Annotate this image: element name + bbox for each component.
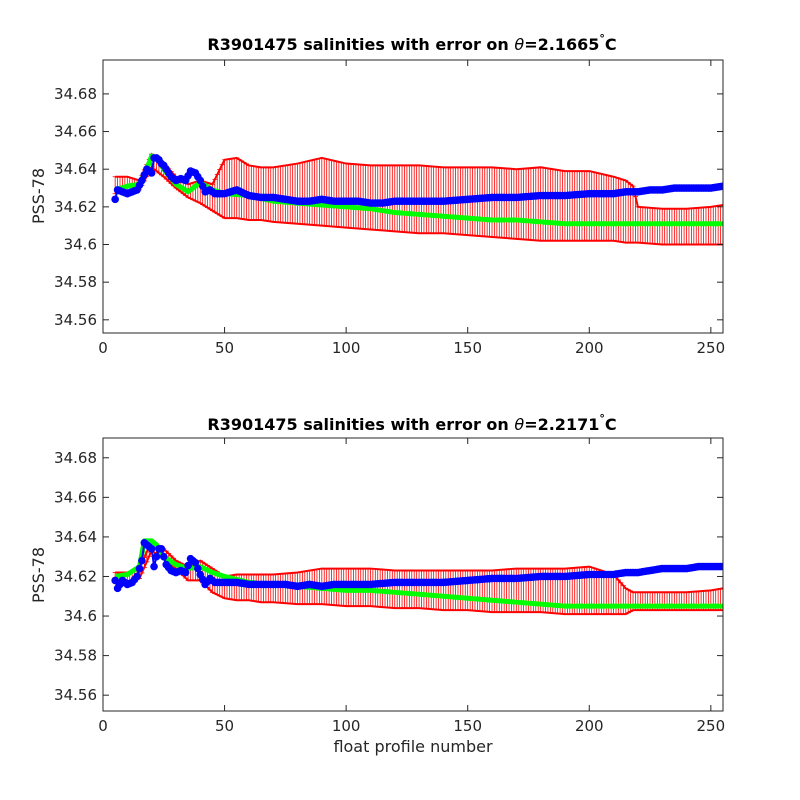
bottom-axes-box — [102, 437, 724, 712]
float-salinity-point — [152, 552, 161, 561]
x-tick-label: 100 — [332, 717, 361, 735]
x-tick-label: 250 — [697, 339, 726, 357]
top-chart-panel: R3901475 salinities with error on θ=2.16… — [29, 32, 725, 357]
bottom-x-axis-label: float profile number — [333, 737, 493, 756]
float-salinity-point — [111, 195, 119, 204]
float-salinity-point — [138, 556, 146, 565]
float-salinity-point — [135, 564, 144, 573]
bottom-y-axis: 34.56 34.58 34.6 34.62 34.64 34.66 34.68 — [54, 449, 723, 704]
plot-content — [111, 538, 723, 616]
y-tick-label: 34.68 — [54, 449, 97, 467]
error-lower-line — [115, 549, 723, 616]
top-axes-box — [102, 59, 724, 334]
bottom-y-axis-label: PSS-78 — [29, 547, 48, 603]
float-salinity-point — [181, 568, 190, 577]
bottom-x-axis: 0 50 100 150 200 250 — [98, 438, 725, 735]
float-salinity-point — [719, 182, 723, 190]
y-tick-label: 34.58 — [54, 273, 97, 291]
x-tick-label: 50 — [215, 339, 234, 357]
y-tick-label: 34.6 — [64, 236, 97, 254]
x-tick-label: 150 — [453, 717, 482, 735]
y-tick-label: 34.68 — [54, 85, 97, 103]
error-upper-line — [115, 539, 723, 594]
float-salinity-point — [191, 558, 200, 567]
y-tick-label: 34.64 — [54, 528, 97, 546]
y-tick-label: 34.56 — [54, 686, 97, 704]
float-salinity-point — [159, 552, 168, 561]
float-salinity-point — [147, 544, 156, 553]
x-tick-label: 100 — [332, 339, 361, 357]
float-salinity-point — [147, 169, 156, 177]
x-tick-label: 150 — [453, 339, 482, 357]
x-tick-label: 0 — [98, 717, 108, 735]
y-tick-label: 34.66 — [54, 488, 97, 506]
y-tick-label: 34.64 — [54, 160, 97, 178]
bottom-plot-area — [111, 538, 723, 616]
top-y-axis-label: PSS-78 — [29, 168, 48, 224]
y-tick-label: 34.62 — [54, 567, 97, 585]
x-tick-label: 200 — [575, 339, 604, 357]
top-chart-title: R3901475 salinities with error on θ=2.16… — [207, 32, 616, 54]
error-lower-line — [115, 165, 723, 246]
x-tick-label: 0 — [98, 339, 108, 357]
top-y-axis: 34.56 34.58 34.6 34.62 34.64 34.66 34.68 — [54, 85, 723, 329]
bottom-chart-title: R3901475 salinities with error on θ=2.21… — [207, 412, 616, 434]
y-tick-label: 34.6 — [64, 607, 97, 625]
top-x-axis: 0 50 100 150 200 250 — [98, 60, 725, 357]
float-salinity-point — [719, 562, 723, 571]
plot-content — [111, 152, 723, 246]
y-tick-label: 34.58 — [54, 647, 97, 665]
float-salinity-point — [194, 564, 202, 573]
bottom-chart-panel: R3901475 salinities with error on θ=2.21… — [29, 412, 725, 756]
y-tick-label: 34.62 — [54, 198, 97, 216]
top-plot-area — [111, 152, 723, 246]
float-salinity-point — [150, 562, 158, 571]
x-tick-label: 250 — [697, 717, 726, 735]
x-tick-label: 200 — [575, 717, 604, 735]
float-salinity-point — [184, 561, 192, 570]
y-tick-label: 34.56 — [54, 311, 97, 329]
float-salinity-point — [133, 572, 141, 581]
x-tick-label: 50 — [215, 717, 234, 735]
float-salinity-point — [157, 544, 166, 553]
y-tick-label: 34.66 — [54, 123, 97, 141]
